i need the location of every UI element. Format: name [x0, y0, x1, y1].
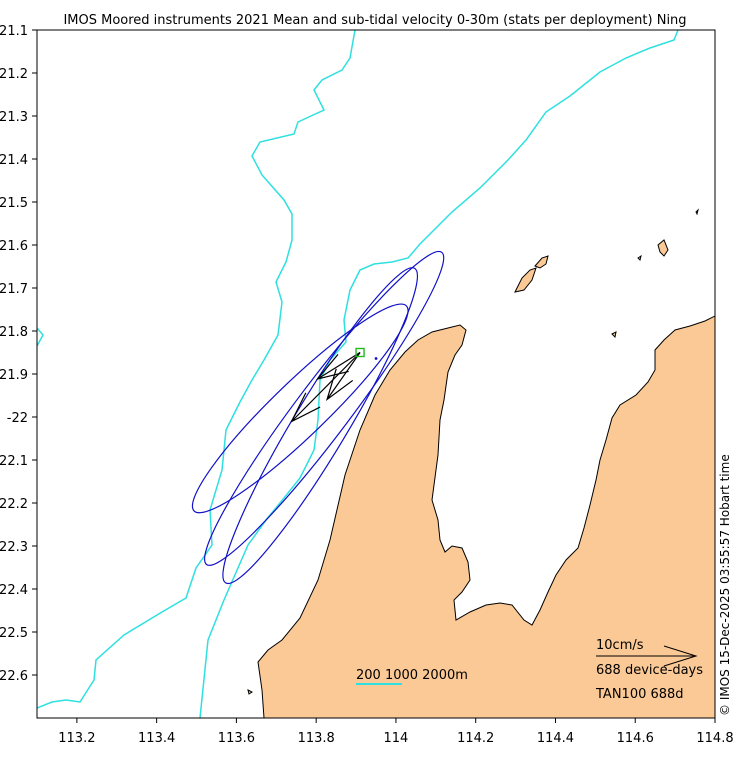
y-tick-label: 21.8 [0, 325, 28, 340]
velocity-arrows [290, 351, 361, 423]
y-tick-label: 22.2 [0, 497, 28, 512]
station-label: TAN100 688d [595, 687, 684, 702]
timestamp-label: © IMOS 15-Dec-2025 03:55:57 Hobart time [718, 454, 732, 716]
island-north-2 [534, 255, 549, 269]
y-tick-label: 21.9 [0, 368, 28, 383]
isobath-200m [37, 30, 356, 709]
isobaths [37, 30, 679, 718]
instrument-dot [374, 357, 378, 360]
y-tick-label: 21.4 [0, 153, 28, 168]
islet-1 [611, 331, 617, 339]
y-tick-label: 22.3 [0, 540, 28, 555]
y-tick-label: 21.3 [0, 110, 28, 125]
y-tick-label: -22 [7, 411, 28, 426]
map-title: IMOS Moored instruments 2021 Mean and su… [63, 13, 686, 28]
velocity-arrow [290, 352, 361, 423]
y-tick-label: 22.4 [0, 583, 28, 598]
y-tick-label: 21.1 [0, 24, 28, 39]
mainland-coast [257, 315, 715, 718]
velocity-arrow [315, 351, 361, 381]
x-tick-label: 113.2 [58, 731, 95, 746]
x-tick-label: 114.8 [696, 731, 733, 746]
isobath-1000m [199, 30, 679, 718]
land [247, 208, 715, 718]
y-tick-label: 22.5 [0, 626, 28, 641]
scale-velocity-label: 10cm/s [596, 638, 644, 653]
y-tick-label: 22.6 [0, 669, 28, 684]
y-tick-label: 22.1 [0, 454, 28, 469]
islet-3 [637, 254, 642, 261]
isobath-edge [37, 327, 44, 347]
y-tick-label: 21.2 [0, 67, 28, 82]
scale-device-days-label: 688 device-days [596, 663, 703, 678]
x-tick-label: 114 [384, 731, 409, 746]
x-axis: 113.2 113.4 113.6 113.8 114 114.2 114.4 114.6 11… [58, 718, 734, 746]
islet-2 [695, 208, 699, 216]
y-tick-label: 21.5 [0, 196, 28, 211]
x-tick-label: 113.8 [298, 731, 335, 746]
x-tick-label: 114.2 [457, 731, 494, 746]
mooring-marker[interactable] [355, 347, 365, 358]
variance-ellipse [203, 250, 445, 566]
x-tick-label: 114.4 [537, 731, 574, 746]
velocity-arrow [325, 352, 361, 402]
x-tick-label: 113.4 [138, 731, 175, 746]
island-north-3 [657, 239, 669, 257]
islet-4 [247, 689, 253, 695]
isobath-legend-label: 200 1000 2000m [356, 668, 468, 683]
x-tick-label: 113.6 [218, 731, 255, 746]
y-tick-label: 21.7 [0, 282, 28, 297]
variance-ellipses [191, 250, 445, 585]
island-north-1 [514, 267, 537, 293]
scale-arrow [596, 645, 698, 667]
variance-ellipse [191, 303, 409, 514]
y-tick-label: 21.6 [0, 239, 28, 254]
plot-area [37, 30, 715, 718]
variance-ellipse [222, 267, 419, 585]
x-tick-label: 114.6 [617, 731, 654, 746]
y-axis: 21.1 21.2 21.3 21.4 21.5 21.6 21.7 21.8 21.9 -22 2… [0, 24, 37, 684]
